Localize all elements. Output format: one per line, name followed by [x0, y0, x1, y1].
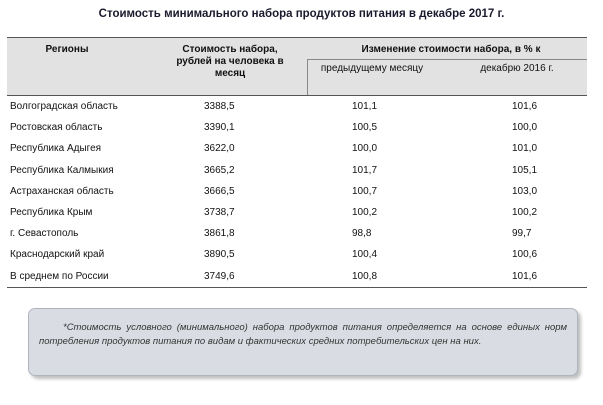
header-region: Регионы: [45, 44, 89, 55]
cell-region: Республика Крым: [10, 206, 93, 218]
table-row: Республика Калмыкия 3665,2 101,7 105,1: [7, 160, 587, 181]
table-row: Волгоградская область 3388,5 101,1 101,6: [7, 96, 587, 117]
cell-dec-2016: 101,6: [512, 270, 538, 282]
header-dec-2016: декабрю 2016 г.: [480, 63, 554, 74]
cell-prev-month: 100,4: [352, 249, 378, 261]
cell-region: В среднем по России: [10, 270, 109, 282]
table-row: г. Севастополь 3861,8 98,8 99,7: [7, 223, 587, 244]
header-column-divider: [307, 59, 308, 95]
cell-region: Краснодарский край: [10, 249, 105, 261]
header-cost: Стоимость набора, рублей на человека в м…: [176, 44, 284, 79]
cell-cost: 3622,0: [204, 143, 235, 155]
cell-prev-month: 98,8: [352, 228, 372, 240]
cell-prev-month: 100,7: [352, 185, 378, 197]
cell-dec-2016: 103,0: [512, 185, 538, 197]
header-prev-month: предыдущему месяцу: [320, 63, 424, 74]
cell-cost: 3749,6: [204, 270, 235, 282]
table-row: Республика Адыгея 3622,0 100,0 101,0: [7, 138, 587, 159]
cell-cost: 3890,5: [204, 249, 235, 261]
cell-region: Республика Адыгея: [10, 143, 102, 155]
cell-prev-month: 101,7: [352, 164, 378, 176]
cell-prev-month: 100,2: [352, 206, 378, 218]
table-row: В среднем по России 3749,6 100,8 101,6: [7, 266, 587, 287]
page-title: Стоимость минимального набора продуктов …: [98, 8, 505, 20]
cell-prev-month: 100,0: [352, 143, 378, 155]
cell-prev-month: 100,5: [352, 122, 378, 134]
table-row: Ростовская область 3390,1 100,5 100,0: [7, 117, 587, 138]
header-divider: [307, 59, 587, 60]
cell-prev-month: 100,8: [352, 270, 378, 282]
cell-prev-month: 101,1: [352, 101, 378, 112]
cell-cost: 3390,1: [204, 122, 235, 134]
cell-cost: 3738,7: [204, 206, 235, 218]
cell-dec-2016: 99,7: [512, 228, 532, 240]
price-table: Регионы Стоимость набора, рублей на чело…: [7, 37, 587, 288]
table-row: Краснодарский край 3890,5 100,4 100,6: [7, 244, 587, 265]
cell-cost: 3861,8: [204, 228, 235, 240]
cell-region: г. Севастополь: [10, 228, 79, 240]
footnote-box: *Стоимость условного (минимального) набо…: [28, 308, 578, 376]
cell-region: Астраханская область: [10, 185, 114, 197]
cell-region: Республика Калмыкия: [10, 164, 114, 176]
cell-dec-2016: 100,0: [512, 122, 538, 134]
footnote-text: *Стоимость условного (минимального) набо…: [39, 322, 567, 347]
header-change: Изменение стоимости набора, в % к: [361, 44, 541, 55]
table-row: Республика Крым 3738,7 100,2 100,2: [7, 202, 587, 223]
table-body: Волгоградская область 3388,5 101,1 101,6 Рос…: [7, 96, 587, 287]
cell-dec-2016: 100,2: [512, 206, 538, 218]
cell-dec-2016: 105,1: [512, 164, 538, 176]
table-row: Астраханская область 3666,5 100,7 103,0: [7, 181, 587, 202]
table-header: Регионы Стоимость набора, рублей на чело…: [7, 38, 587, 96]
cell-cost: 3666,5: [204, 185, 235, 197]
cell-dec-2016: 100,6: [512, 249, 538, 261]
cell-cost: 3388,5: [204, 101, 235, 112]
cell-dec-2016: 101,0: [512, 143, 538, 155]
cell-region: Волгоградская область: [10, 101, 118, 112]
cell-dec-2016: 101,6: [512, 101, 538, 112]
cell-region: Ростовская область: [10, 122, 103, 134]
cell-cost: 3665,2: [204, 164, 235, 176]
